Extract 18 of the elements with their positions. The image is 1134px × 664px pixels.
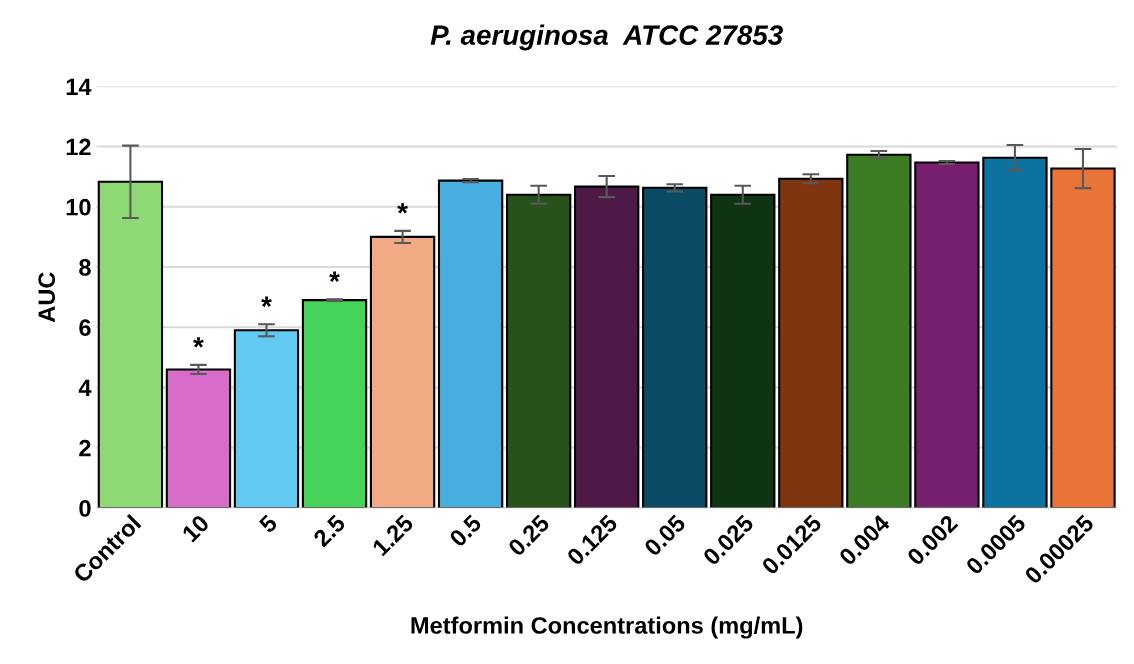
x-tick-label: 10 xyxy=(181,513,211,543)
annotation: * xyxy=(397,203,408,214)
y-tick-label: 6 xyxy=(79,319,91,337)
x-tick-label: 0.5 xyxy=(448,513,483,548)
y-tick-label: 2 xyxy=(79,439,91,457)
annotation: * xyxy=(329,271,340,282)
y-tick-label: 10 xyxy=(66,198,91,216)
x-tick-label: 5 xyxy=(258,513,279,534)
y-tick-label: 8 xyxy=(79,259,91,276)
y-axis-title: AUC xyxy=(38,272,56,323)
chart-title: P. aeruginosa ATCC 27853 xyxy=(430,24,783,51)
y-tick-label: 12 xyxy=(66,138,91,156)
x-axis-title: Metformin Concentrations (mg/mL) xyxy=(411,616,803,639)
annotation: * xyxy=(261,296,272,307)
y-tick-label: 4 xyxy=(78,379,92,397)
y-tick-label: 14 xyxy=(66,78,92,95)
x-tick-label: 2.5 xyxy=(312,513,347,548)
annotation: * xyxy=(193,337,204,348)
